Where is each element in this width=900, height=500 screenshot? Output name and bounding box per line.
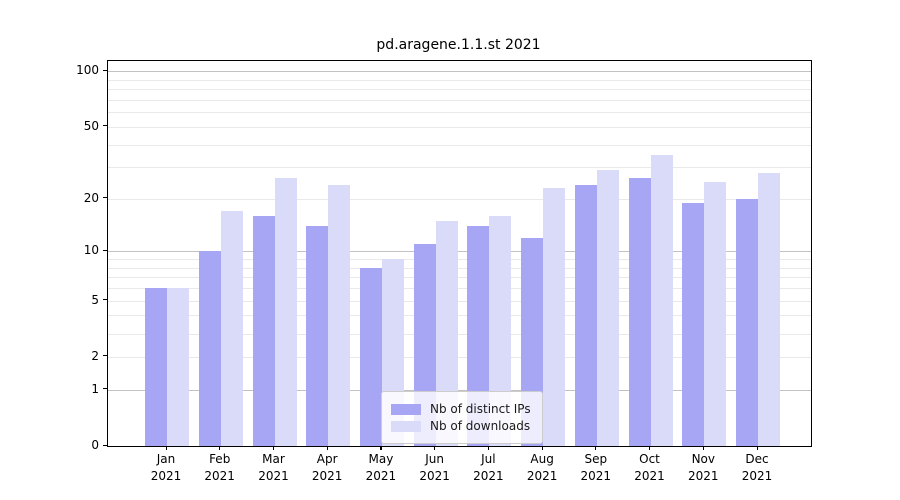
bar-nb-of-distinct-ips-nov xyxy=(682,202,705,446)
x-tick-label: Jun 2021 xyxy=(419,452,450,484)
x-tick-mark xyxy=(165,446,167,450)
y-tick-mark xyxy=(103,299,107,301)
x-tick-label: Sep 2021 xyxy=(580,452,612,484)
gridline-major xyxy=(108,71,811,73)
x-tick-mark xyxy=(649,446,651,450)
gridline-minor xyxy=(108,267,811,269)
y-tick-label: 10 xyxy=(83,243,99,258)
gridline-minor xyxy=(108,99,811,101)
x-tick-mark xyxy=(219,446,221,450)
bar-nb-of-distinct-ips-mar xyxy=(252,216,275,446)
legend-row: Nb of distinct IPs xyxy=(391,402,532,416)
bar-nb-of-downloads-nov xyxy=(704,181,727,446)
x-tick-label: Jul 2021 xyxy=(473,452,504,484)
bar-nb-of-downloads-mar xyxy=(274,178,297,446)
y-tick-mark xyxy=(103,69,107,71)
bar-nb-of-distinct-ips-apr xyxy=(306,226,329,446)
x-tick-mark xyxy=(595,446,597,450)
gridline-major xyxy=(108,389,811,391)
x-tick-label: Aug 2021 xyxy=(526,452,558,484)
plot-area: Nb of distinct IPs Nb of downloads xyxy=(107,60,812,447)
gridline-minor xyxy=(108,144,811,146)
x-tick-mark xyxy=(380,446,382,450)
gridline-major xyxy=(108,251,811,253)
x-tick-label: Jan 2021 xyxy=(150,452,182,484)
x-tick-mark xyxy=(487,446,490,450)
x-tick-mark xyxy=(273,446,275,450)
bar-nb-of-distinct-ips-dec xyxy=(736,198,758,446)
x-tick-label: Feb 2021 xyxy=(204,452,235,484)
bar-nb-of-distinct-ips-sep xyxy=(574,184,597,446)
gridline-minor xyxy=(108,288,811,289)
legend: Nb of distinct IPs Nb of downloads xyxy=(381,391,543,444)
y-tick-label: 50 xyxy=(83,118,99,133)
x-tick-mark xyxy=(756,446,758,450)
legend-label: Nb of distinct IPs xyxy=(430,402,531,416)
legend-row: Nb of downloads xyxy=(391,419,532,433)
x-tick-label: Oct 2021 xyxy=(634,452,665,484)
x-tick-mark xyxy=(434,446,436,450)
y-tick-label: 0 xyxy=(91,438,99,452)
gridline-minor xyxy=(108,112,811,114)
bar-nb-of-distinct-ips-feb xyxy=(198,251,221,446)
gridline-minor xyxy=(108,356,811,358)
bar-nb-of-downloads-oct xyxy=(650,155,673,446)
y-tick-mark xyxy=(103,125,107,127)
gridline-minor xyxy=(108,333,811,335)
bar-nb-of-distinct-ips-may xyxy=(359,267,382,446)
x-tick-mark xyxy=(541,446,543,450)
gridline-minor xyxy=(108,89,811,91)
gridline-minor xyxy=(108,315,811,317)
gridline-minor xyxy=(108,198,811,200)
legend-label: Nb of downloads xyxy=(430,419,531,433)
x-tick-mark xyxy=(326,446,328,450)
bar-nb-of-distinct-ips-oct xyxy=(628,178,651,446)
y-tick-label: 1 xyxy=(91,381,99,396)
legend-swatch xyxy=(391,420,421,432)
bar-nb-of-downloads-apr xyxy=(328,184,351,446)
bar-nb-of-distinct-ips-jan xyxy=(145,288,167,446)
gridline-minor xyxy=(108,126,811,128)
bar-nb-of-downloads-jul xyxy=(489,216,512,446)
bar-nb-of-downloads-aug xyxy=(543,188,566,446)
bar-nb-of-downloads-sep xyxy=(596,169,619,446)
gridline-minor xyxy=(108,277,811,279)
y-tick-mark xyxy=(103,444,107,446)
y-tick-mark xyxy=(103,197,107,199)
gridline-minor xyxy=(108,300,811,302)
y-tick-label: 20 xyxy=(83,190,99,205)
gridline-minor xyxy=(108,79,811,81)
bar-nb-of-downloads-jan xyxy=(167,288,189,446)
x-tick-label: Mar 2021 xyxy=(258,452,289,484)
x-tick-mark xyxy=(702,446,704,450)
gridline-minor xyxy=(108,259,811,261)
y-tick-mark xyxy=(103,249,107,251)
y-tick-label: 2 xyxy=(91,348,99,363)
x-tick-label: Apr 2021 xyxy=(311,452,343,484)
x-tick-label: May 2021 xyxy=(365,452,397,484)
y-tick-mark xyxy=(103,355,107,357)
bar-nb-of-downloads-dec xyxy=(758,172,780,446)
gridline-minor xyxy=(108,167,811,169)
x-tick-label: Dec 2021 xyxy=(741,452,773,484)
y-tick-label: 100 xyxy=(76,63,99,78)
y-tick-mark xyxy=(103,388,107,390)
legend-swatch xyxy=(391,403,421,415)
x-tick-label: Nov 2021 xyxy=(688,452,719,484)
y-tick-label: 5 xyxy=(91,292,99,307)
chart-title: pd.aragene.1.1.st 2021 xyxy=(376,37,541,53)
bar-nb-of-downloads-feb xyxy=(220,211,243,446)
bar-nb-of-downloads-jun xyxy=(435,220,458,446)
